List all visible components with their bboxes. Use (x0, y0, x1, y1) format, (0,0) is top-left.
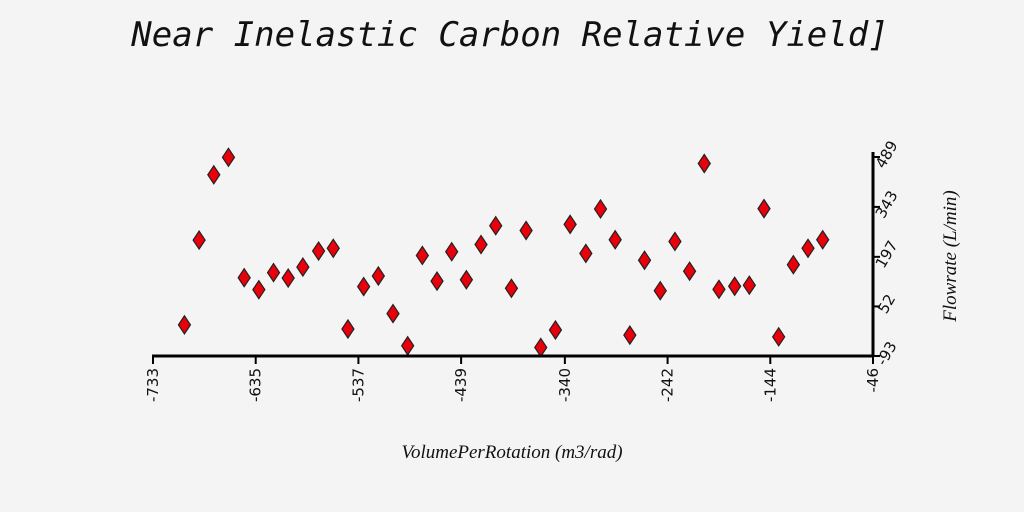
data-point-diamond (548, 319, 563, 341)
data-point-diamond (386, 303, 400, 324)
data-point-diamond (474, 234, 488, 255)
data-point-diamond (712, 279, 726, 300)
data-point-diamond (371, 265, 386, 287)
data-point-diamond (519, 220, 533, 241)
data-point-diamond (653, 280, 667, 301)
data-points (177, 147, 830, 358)
data-point-diamond (682, 261, 697, 282)
data-point-diamond (311, 240, 326, 262)
data-point-diamond (579, 243, 593, 264)
data-point-diamond (207, 164, 221, 185)
y-axis-label: Flowrate (L/min) (940, 190, 961, 322)
data-point-diamond (815, 229, 830, 250)
x-tick-label: -537 (349, 368, 367, 402)
data-point-diamond (742, 275, 757, 296)
data-point-diamond (488, 215, 503, 236)
data-point-diamond (177, 314, 192, 335)
data-point-diamond (252, 279, 266, 300)
data-point-diamond (326, 238, 340, 259)
x-tick-label: -340 (556, 368, 574, 402)
data-point-diamond (697, 153, 711, 174)
x-tick-label: -439 (452, 368, 470, 402)
data-point-diamond (668, 231, 682, 252)
data-point-diamond (504, 278, 519, 299)
data-point-diamond (757, 198, 771, 219)
data-point-diamond (281, 267, 295, 289)
x-tick-label: -242 (659, 368, 677, 402)
data-point-diamond (221, 147, 236, 168)
data-point-diamond (637, 250, 652, 271)
chart-title: Near Inelastic Carbon Relative Yield] (130, 15, 888, 55)
data-point-diamond (801, 238, 815, 259)
data-point-diamond (356, 276, 371, 297)
data-point-diamond (563, 214, 577, 235)
data-point-diamond (444, 241, 459, 262)
data-point-diamond (727, 276, 742, 297)
data-point-diamond (608, 229, 622, 250)
data-point-diamond (623, 325, 637, 346)
data-point-diamond (771, 326, 786, 347)
data-point-diamond (459, 269, 474, 290)
x-axis-label: VolumePerRotation (m3/rad) (401, 442, 622, 463)
data-point-diamond (593, 198, 608, 220)
data-point-diamond (192, 230, 206, 251)
x-axis-ticks: -733 -635 -537 -439 -340 -242 -144 -46 (144, 356, 882, 402)
data-point-diamond (237, 267, 251, 288)
data-point-diamond (415, 245, 430, 266)
data-point-diamond (296, 257, 310, 278)
data-point-diamond (266, 262, 281, 283)
x-tick-label: -635 (247, 368, 265, 402)
x-tick-label: -46 (864, 368, 882, 393)
data-point-diamond (341, 318, 355, 340)
x-tick-label: -144 (761, 368, 779, 402)
x-tick-label: -733 (144, 368, 162, 402)
data-point-diamond (786, 254, 801, 275)
data-point-diamond (430, 271, 444, 292)
